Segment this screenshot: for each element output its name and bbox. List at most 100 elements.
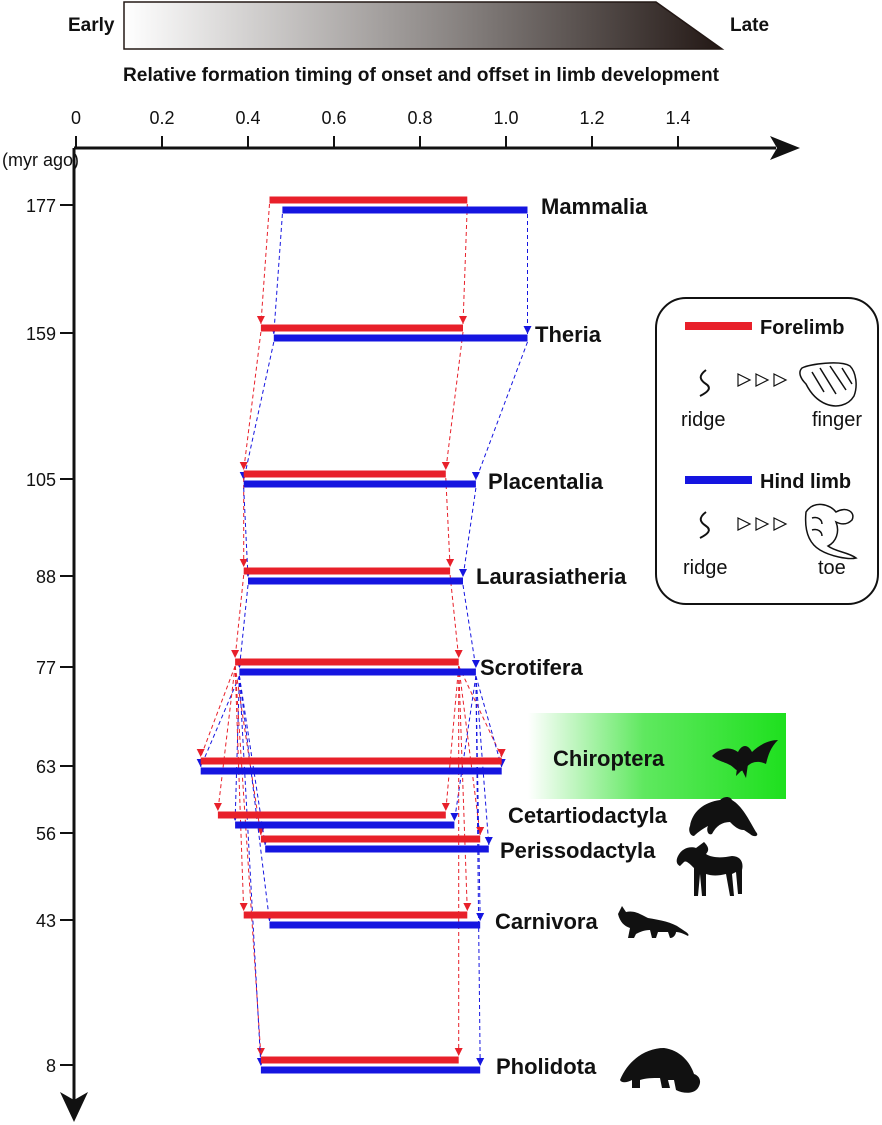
connector-line: [445, 477, 451, 568]
connector-line: [234, 665, 245, 912]
arrowhead-icons: [737, 517, 788, 531]
connector-line: [238, 675, 262, 1067]
connector-line: [475, 675, 481, 1067]
connector-line: [217, 665, 236, 812]
connector-arrowhead: [476, 1058, 485, 1066]
bat-icon: [712, 740, 778, 778]
y-tick-label: 177: [26, 196, 56, 216]
cat-icon: [618, 906, 689, 938]
connector-arrowhead: [213, 803, 222, 811]
legend-toe-label: toe: [818, 557, 846, 579]
connector-line: [243, 331, 262, 471]
x-axis: [74, 136, 800, 160]
connector-arrowhead: [476, 827, 485, 835]
connector-arrowhead: [239, 462, 248, 470]
connector-arrowhead: [476, 913, 485, 921]
connector-lines: [196, 203, 532, 1067]
connector-line: [243, 341, 275, 481]
y-tick-label: 8: [46, 1056, 56, 1076]
y-tick-label: 43: [36, 911, 56, 931]
ridge-icon: [699, 369, 710, 397]
legend-finger-label: finger: [812, 409, 862, 431]
connector-line: [234, 675, 240, 822]
connector-line: [238, 675, 270, 922]
connector-arrowhead: [484, 837, 493, 845]
y-axis-unit: (myr ago): [2, 150, 79, 170]
connector-line: [475, 341, 528, 481]
connector-line: [449, 574, 460, 659]
y-tick-label: 159: [26, 324, 56, 344]
connector-line: [458, 665, 503, 758]
clade-label-theria: Theria: [535, 322, 602, 347]
y-tick-label: 56: [36, 824, 56, 844]
connector-arrowhead: [450, 813, 459, 821]
connector-line: [458, 665, 468, 912]
toe-icon: [804, 503, 858, 560]
connector-line: [200, 665, 236, 758]
late-label: Late: [730, 15, 769, 36]
legend-hindlimb-label: Hind limb: [760, 471, 851, 493]
legend-ridge-label-1: ridge: [681, 409, 725, 431]
clade-label-perissodactyla: Perissodactyla: [500, 838, 656, 863]
clade-label-group: Mammalia Theria Placentalia Laurasiatheria S…: [476, 194, 668, 1079]
legend-ridge-label-2: ridge: [683, 557, 727, 579]
x-tick-label: 0: [71, 108, 81, 128]
connector-line: [445, 331, 464, 471]
connector-arrowhead: [471, 472, 480, 480]
y-tick-label: 105: [26, 470, 56, 490]
clade-label-placentalia: Placentalia: [488, 469, 604, 494]
clade-label-scrotifera: Scrotifera: [480, 655, 583, 680]
arrowhead-icons: [737, 373, 788, 387]
legend-forelimb-label: Forelimb: [760, 317, 844, 339]
y-tick-label: 88: [36, 567, 56, 587]
connector-arrowhead: [196, 749, 205, 757]
connector-arrowhead: [446, 559, 455, 567]
legend-box: [655, 297, 879, 605]
connector-arrowhead: [441, 803, 450, 811]
connector-line: [462, 487, 477, 578]
early-late-gradient-bar: [123, 1, 725, 50]
connector-arrowhead: [497, 749, 506, 757]
connector-arrowhead: [239, 903, 248, 911]
x-tick-label: 1.0: [493, 108, 518, 128]
connector-arrowhead: [454, 1048, 463, 1056]
x-tick-label: 1.2: [579, 108, 604, 128]
connector-arrowhead: [459, 316, 467, 324]
ridge-icon: [699, 511, 710, 539]
x-axis-arrow-icon: [770, 136, 800, 160]
connector-line: [462, 584, 477, 669]
chart-title: Relative formation timing of onset and o…: [123, 65, 720, 86]
connector-line: [260, 203, 270, 325]
connector-arrowhead: [231, 650, 240, 658]
dolphin-icon: [689, 797, 758, 837]
connector-line: [445, 665, 460, 812]
x-tick-label: 1.4: [665, 108, 690, 128]
clade-label-chiroptera: Chiroptera: [553, 746, 665, 771]
connector-line: [238, 584, 249, 669]
connector-line: [458, 665, 481, 836]
connector-arrowhead: [239, 559, 248, 567]
finger-icon: [799, 362, 857, 407]
x-tick-label: 0.6: [321, 108, 346, 128]
clade-label-mammalia: Mammalia: [541, 194, 648, 219]
connector-arrowhead: [454, 650, 463, 658]
connector-line: [234, 665, 262, 1057]
connector-arrowhead: [471, 660, 480, 668]
y-tick-label: 63: [36, 757, 56, 777]
y-tick-group: 177 159 105 88 77 63 56 43 8: [26, 196, 74, 1076]
connector-arrowhead: [463, 903, 472, 911]
legend: Forelimb ridge finger Hind limb ridge to…: [655, 297, 879, 605]
x-tick-label: 0.2: [149, 108, 174, 128]
connector-arrowhead: [256, 1048, 265, 1056]
clade-label-laurasiatheria: Laurasiatheria: [476, 564, 627, 589]
x-tick-group: 0 0.2 0.4 0.6 0.8 1.0 1.2 1.4: [71, 108, 691, 148]
bar-group: [200, 196, 528, 1074]
clade-label-carnivora: Carnivora: [495, 909, 598, 934]
y-axis: [60, 148, 88, 1122]
y-axis-arrow-icon: [60, 1092, 88, 1122]
connector-line: [453, 675, 477, 822]
connector-line: [243, 487, 249, 578]
y-tick-label: 77: [36, 658, 56, 678]
connector-line: [475, 675, 481, 922]
